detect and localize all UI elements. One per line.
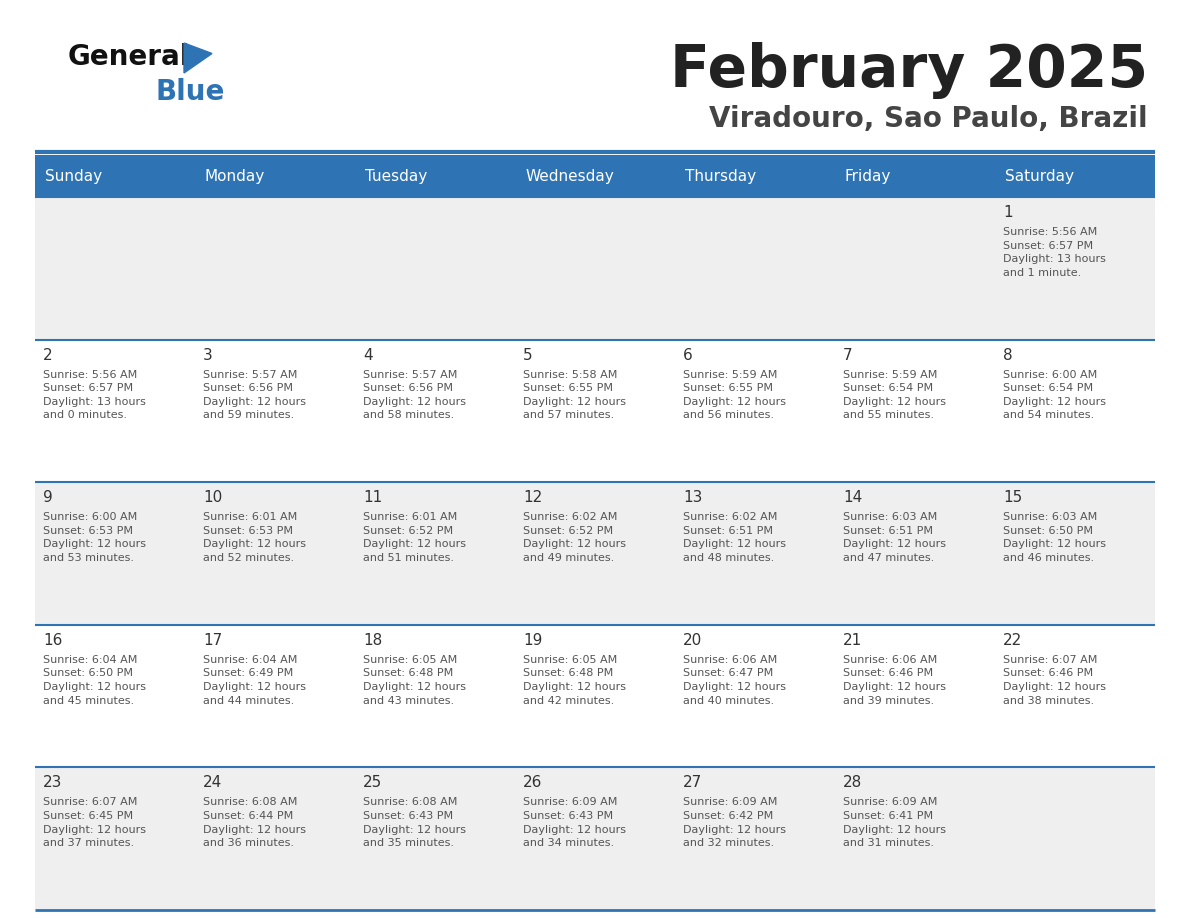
Text: 15: 15 (1003, 490, 1022, 505)
Bar (34, 482, 1155, 625)
Text: Sunrise: 5:56 AM
Sunset: 6:57 PM
Daylight: 13 hours
and 0 minutes.: Sunrise: 5:56 AM Sunset: 6:57 PM Dayligh… (43, 370, 146, 420)
Bar (34, 625, 1155, 767)
Text: Sunrise: 5:57 AM
Sunset: 6:56 PM
Daylight: 12 hours
and 59 minutes.: Sunrise: 5:57 AM Sunset: 6:56 PM Dayligh… (203, 370, 307, 420)
Text: 17: 17 (203, 633, 222, 648)
Text: 6: 6 (683, 348, 693, 363)
Text: Sunrise: 6:03 AM
Sunset: 6:50 PM
Daylight: 12 hours
and 46 minutes.: Sunrise: 6:03 AM Sunset: 6:50 PM Dayligh… (1003, 512, 1106, 563)
Text: February 2025: February 2025 (670, 42, 1148, 99)
Text: Monday: Monday (206, 169, 265, 184)
Text: Sunrise: 5:56 AM
Sunset: 6:57 PM
Daylight: 13 hours
and 1 minute.: Sunrise: 5:56 AM Sunset: 6:57 PM Dayligh… (1003, 227, 1106, 278)
Text: 7: 7 (843, 348, 853, 363)
Text: Sunrise: 6:06 AM
Sunset: 6:47 PM
Daylight: 12 hours
and 40 minutes.: Sunrise: 6:06 AM Sunset: 6:47 PM Dayligh… (683, 655, 786, 706)
Text: Saturday: Saturday (1005, 169, 1074, 184)
Bar (34, 767, 1155, 910)
Text: 22: 22 (1003, 633, 1022, 648)
Text: Sunrise: 6:05 AM
Sunset: 6:48 PM
Daylight: 12 hours
and 43 minutes.: Sunrise: 6:05 AM Sunset: 6:48 PM Dayligh… (364, 655, 466, 706)
Text: 4: 4 (364, 348, 373, 363)
Text: 5: 5 (523, 348, 532, 363)
Text: 9: 9 (43, 490, 52, 505)
Text: Sunrise: 6:04 AM
Sunset: 6:49 PM
Daylight: 12 hours
and 44 minutes.: Sunrise: 6:04 AM Sunset: 6:49 PM Dayligh… (203, 655, 307, 706)
Text: Sunrise: 6:02 AM
Sunset: 6:52 PM
Daylight: 12 hours
and 49 minutes.: Sunrise: 6:02 AM Sunset: 6:52 PM Dayligh… (523, 512, 626, 563)
Text: Sunrise: 6:02 AM
Sunset: 6:51 PM
Daylight: 12 hours
and 48 minutes.: Sunrise: 6:02 AM Sunset: 6:51 PM Dayligh… (683, 512, 786, 563)
Text: Sunrise: 6:09 AM
Sunset: 6:41 PM
Daylight: 12 hours
and 31 minutes.: Sunrise: 6:09 AM Sunset: 6:41 PM Dayligh… (843, 798, 946, 848)
Text: Sunrise: 6:03 AM
Sunset: 6:51 PM
Daylight: 12 hours
and 47 minutes.: Sunrise: 6:03 AM Sunset: 6:51 PM Dayligh… (843, 512, 946, 563)
Text: Wednesday: Wednesday (525, 169, 614, 184)
Text: 12: 12 (523, 490, 542, 505)
Text: 20: 20 (683, 633, 702, 648)
Polygon shape (184, 43, 211, 73)
Text: 19: 19 (523, 633, 543, 648)
Text: 14: 14 (843, 490, 862, 505)
Text: Sunrise: 6:01 AM
Sunset: 6:53 PM
Daylight: 12 hours
and 52 minutes.: Sunrise: 6:01 AM Sunset: 6:53 PM Dayligh… (203, 512, 307, 563)
Text: 3: 3 (203, 348, 213, 363)
Text: Sunrise: 6:06 AM
Sunset: 6:46 PM
Daylight: 12 hours
and 39 minutes.: Sunrise: 6:06 AM Sunset: 6:46 PM Dayligh… (843, 655, 946, 706)
Text: Sunrise: 6:05 AM
Sunset: 6:48 PM
Daylight: 12 hours
and 42 minutes.: Sunrise: 6:05 AM Sunset: 6:48 PM Dayligh… (523, 655, 626, 706)
Text: Sunrise: 6:09 AM
Sunset: 6:43 PM
Daylight: 12 hours
and 34 minutes.: Sunrise: 6:09 AM Sunset: 6:43 PM Dayligh… (523, 798, 626, 848)
Text: 28: 28 (843, 776, 862, 790)
Text: Sunrise: 5:59 AM
Sunset: 6:54 PM
Daylight: 12 hours
and 55 minutes.: Sunrise: 5:59 AM Sunset: 6:54 PM Dayligh… (843, 370, 946, 420)
Text: 26: 26 (523, 776, 543, 790)
Text: Sunrise: 6:07 AM
Sunset: 6:45 PM
Daylight: 12 hours
and 37 minutes.: Sunrise: 6:07 AM Sunset: 6:45 PM Dayligh… (43, 798, 146, 848)
Text: Thursday: Thursday (685, 169, 756, 184)
Text: 25: 25 (364, 776, 383, 790)
Text: Sunrise: 6:08 AM
Sunset: 6:44 PM
Daylight: 12 hours
and 36 minutes.: Sunrise: 6:08 AM Sunset: 6:44 PM Dayligh… (203, 798, 307, 848)
Bar (34, 340, 1155, 482)
Text: Sunrise: 6:01 AM
Sunset: 6:52 PM
Daylight: 12 hours
and 51 minutes.: Sunrise: 6:01 AM Sunset: 6:52 PM Dayligh… (364, 512, 466, 563)
Text: 1: 1 (1003, 205, 1012, 220)
Text: 23: 23 (43, 776, 63, 790)
Text: Sunrise: 5:59 AM
Sunset: 6:55 PM
Daylight: 12 hours
and 56 minutes.: Sunrise: 5:59 AM Sunset: 6:55 PM Dayligh… (683, 370, 786, 420)
Text: Sunrise: 6:04 AM
Sunset: 6:50 PM
Daylight: 12 hours
and 45 minutes.: Sunrise: 6:04 AM Sunset: 6:50 PM Dayligh… (43, 655, 146, 706)
Text: Viradouro, Sao Paulo, Brazil: Viradouro, Sao Paulo, Brazil (709, 105, 1148, 133)
Text: Friday: Friday (845, 169, 891, 184)
Text: 2: 2 (43, 348, 52, 363)
Text: Sunrise: 6:00 AM
Sunset: 6:53 PM
Daylight: 12 hours
and 53 minutes.: Sunrise: 6:00 AM Sunset: 6:53 PM Dayligh… (43, 512, 146, 563)
Text: 16: 16 (43, 633, 63, 648)
Text: 24: 24 (203, 776, 222, 790)
Text: Sunrise: 6:09 AM
Sunset: 6:42 PM
Daylight: 12 hours
and 32 minutes.: Sunrise: 6:09 AM Sunset: 6:42 PM Dayligh… (683, 798, 786, 848)
Text: 13: 13 (683, 490, 702, 505)
Text: Sunrise: 6:00 AM
Sunset: 6:54 PM
Daylight: 12 hours
and 54 minutes.: Sunrise: 6:00 AM Sunset: 6:54 PM Dayligh… (1003, 370, 1106, 420)
Text: 11: 11 (364, 490, 383, 505)
Text: General: General (68, 43, 190, 71)
Text: 21: 21 (843, 633, 862, 648)
Text: Tuesday: Tuesday (365, 169, 428, 184)
Text: Sunrise: 6:08 AM
Sunset: 6:43 PM
Daylight: 12 hours
and 35 minutes.: Sunrise: 6:08 AM Sunset: 6:43 PM Dayligh… (364, 798, 466, 848)
Text: 8: 8 (1003, 348, 1012, 363)
Text: 18: 18 (364, 633, 383, 648)
Text: Blue: Blue (156, 78, 226, 106)
Text: 10: 10 (203, 490, 222, 505)
Bar (34, 155, 1155, 197)
Text: Sunday: Sunday (45, 169, 102, 184)
Text: Sunrise: 6:07 AM
Sunset: 6:46 PM
Daylight: 12 hours
and 38 minutes.: Sunrise: 6:07 AM Sunset: 6:46 PM Dayligh… (1003, 655, 1106, 706)
Text: Sunrise: 5:57 AM
Sunset: 6:56 PM
Daylight: 12 hours
and 58 minutes.: Sunrise: 5:57 AM Sunset: 6:56 PM Dayligh… (364, 370, 466, 420)
Text: Sunrise: 5:58 AM
Sunset: 6:55 PM
Daylight: 12 hours
and 57 minutes.: Sunrise: 5:58 AM Sunset: 6:55 PM Dayligh… (523, 370, 626, 420)
Bar (34, 197, 1155, 340)
Text: 27: 27 (683, 776, 702, 790)
